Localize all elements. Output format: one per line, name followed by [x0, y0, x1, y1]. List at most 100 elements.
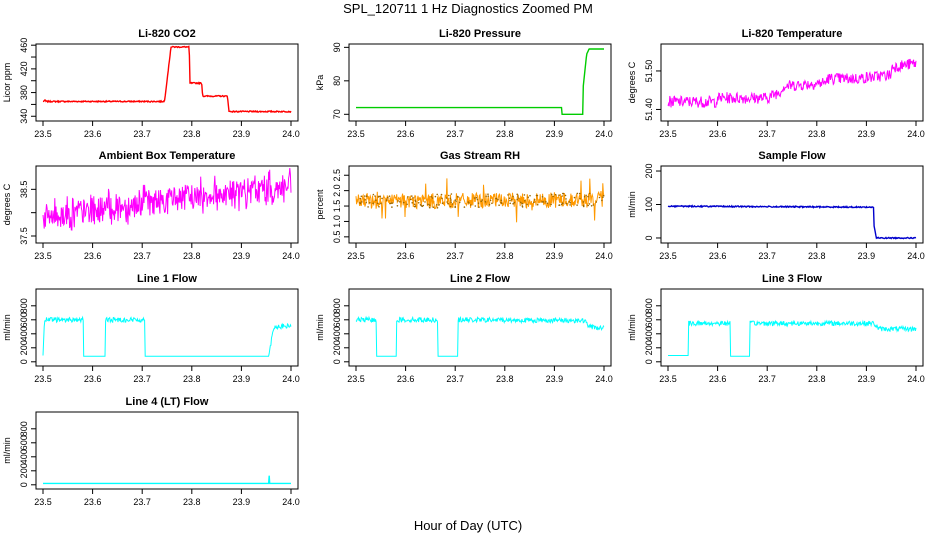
data-point — [498, 204, 500, 206]
y-tick-label: 200 — [19, 340, 29, 355]
plot-frame — [660, 288, 924, 367]
data-point — [445, 197, 448, 199]
data-point — [590, 205, 593, 207]
data-point — [517, 197, 520, 199]
data-point — [536, 203, 539, 206]
data-point — [476, 198, 479, 201]
data-point — [564, 194, 567, 197]
data-point — [562, 192, 565, 195]
data-point — [588, 192, 591, 195]
data-point — [455, 200, 457, 203]
figure-xlabel: Hour of Day (UTC) — [413, 518, 523, 533]
data-point — [431, 197, 434, 199]
data-point — [413, 205, 416, 208]
y-axis-label: ml/min — [627, 191, 637, 218]
x-tick-label: 24.0 — [907, 251, 925, 261]
data-point — [411, 195, 413, 197]
data-point — [427, 203, 429, 206]
y-axis-label: ml/min — [2, 437, 12, 464]
data-point — [413, 203, 416, 206]
y-tick-label: 51.50 — [644, 60, 654, 83]
y-axis-label: kPa — [315, 75, 325, 91]
data-series-line — [667, 204, 917, 240]
data-point — [583, 195, 586, 198]
data-point — [364, 199, 366, 201]
data-point — [569, 202, 572, 204]
x-tick-label: 23.7 — [133, 129, 151, 139]
data-point — [582, 201, 585, 203]
data-series-line — [355, 315, 605, 357]
y-tick-label: 380 — [19, 85, 29, 100]
data-point — [545, 201, 547, 203]
x-tick-label: 23.7 — [758, 129, 776, 139]
panel-title: Line 2 Flow — [450, 273, 510, 285]
data-point — [359, 202, 361, 204]
y-tick-label: 90 — [332, 42, 342, 52]
data-point — [381, 197, 383, 200]
data-point — [424, 201, 426, 203]
x-tick-label: 23.6 — [84, 251, 102, 261]
panel-title: Li-820 Temperature — [742, 28, 843, 40]
data-point — [375, 199, 377, 201]
data-point — [391, 202, 394, 204]
y-tick-label: 420 — [19, 61, 29, 76]
y-tick-label: 80 — [332, 76, 342, 86]
x-tick-label: 23.6 — [84, 129, 102, 139]
data-point — [509, 202, 512, 205]
x-tick-label: 23.8 — [183, 374, 201, 384]
y-tick-label: 51.40 — [644, 98, 654, 121]
data-point — [438, 204, 440, 206]
data-point — [436, 207, 439, 209]
y-tick-label: 200 — [19, 463, 29, 478]
y-tick-label: 0 — [644, 359, 654, 364]
data-point — [402, 201, 405, 204]
data-point — [441, 197, 443, 200]
data-point — [421, 205, 424, 208]
x-tick-label: 24.0 — [282, 374, 300, 384]
data-point — [576, 192, 579, 195]
data-series-line — [355, 178, 605, 223]
data-point — [573, 196, 576, 199]
x-tick-label: 23.6 — [709, 251, 727, 261]
x-tick-label: 23.7 — [446, 251, 464, 261]
panel-title: Ambient Box Temperature — [99, 150, 236, 162]
x-tick-label: 23.9 — [858, 374, 876, 384]
y-tick-label: 400 — [332, 326, 342, 341]
y-tick-label: 200 — [644, 164, 654, 179]
data-point — [527, 196, 529, 199]
figure-title: SPL_120711 1 Hz Diagnostics Zoomed PM — [343, 1, 593, 16]
x-tick-label: 24.0 — [282, 497, 300, 507]
x-tick-label: 23.7 — [446, 374, 464, 384]
plot-frame — [348, 165, 612, 244]
data-point — [440, 193, 443, 196]
x-tick-label: 23.8 — [183, 497, 201, 507]
data-point — [409, 198, 412, 201]
data-point — [414, 199, 417, 202]
data-point — [497, 198, 499, 201]
data-point — [474, 205, 477, 207]
data-point — [565, 198, 567, 200]
data-point — [368, 202, 371, 204]
data-point — [487, 195, 490, 197]
data-point — [451, 203, 454, 205]
data-point — [507, 194, 509, 196]
data-point — [601, 199, 603, 202]
x-tick-label: 23.9 — [233, 251, 251, 261]
data-point — [595, 201, 598, 203]
data-point — [516, 198, 518, 201]
plot-frame — [660, 43, 924, 122]
panel-9: Line 3 Flow ml/min 23.5 23.6 23.7 23.8 23.9 24.… — [627, 273, 925, 384]
data-point — [552, 195, 554, 198]
data-point — [359, 197, 362, 200]
plot-frame — [348, 288, 612, 367]
data-point — [372, 193, 375, 196]
data-point — [379, 195, 382, 198]
plot-frame — [348, 43, 612, 122]
data-point — [399, 201, 401, 203]
plot-frame — [660, 165, 924, 244]
x-tick-label: 23.6 — [397, 374, 415, 384]
data-point — [578, 192, 581, 195]
y-tick-label: 600 — [332, 312, 342, 327]
data-point — [367, 206, 369, 208]
x-tick-label: 23.6 — [709, 129, 727, 139]
